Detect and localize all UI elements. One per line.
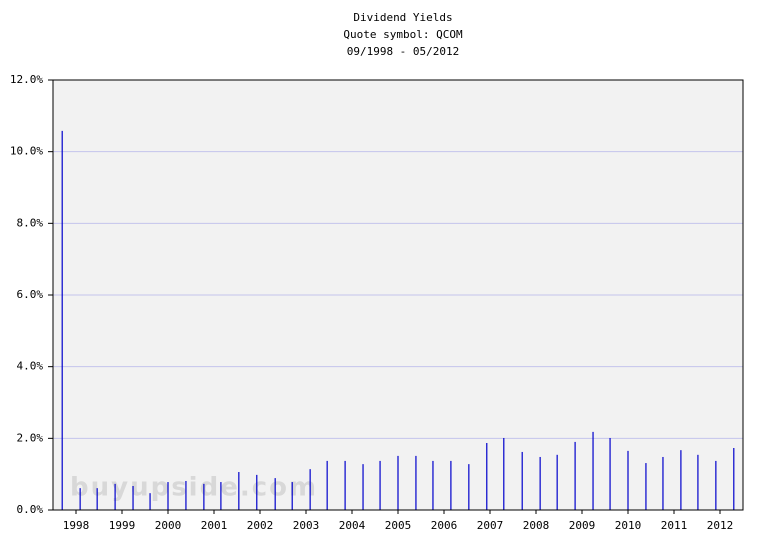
y-tick-label: 10.0% [10, 145, 43, 158]
x-tick-label: 1999 [109, 519, 136, 532]
y-tick-label: 6.0% [17, 288, 44, 301]
y-tick-label: 0.0% [17, 503, 44, 516]
x-tick-label: 2001 [201, 519, 228, 532]
x-tick-label: 2012 [707, 519, 734, 532]
x-tick-label: 2009 [569, 519, 596, 532]
x-tick-label: 2010 [615, 519, 642, 532]
x-tick-label: 2004 [339, 519, 366, 532]
marks [61, 130, 735, 510]
x-tick-label: 1998 [63, 519, 90, 532]
x-tick-label: 2005 [385, 519, 412, 532]
x-tick-label: 2000 [155, 519, 182, 532]
y-tick-label: 8.0% [17, 216, 44, 229]
x-tick-label: 2006 [431, 519, 458, 532]
watermark: buyupside.com [70, 473, 318, 503]
chart-title: Dividend Yields [353, 11, 452, 24]
x-tick-label: 2007 [477, 519, 504, 532]
x-tick-label: 2008 [523, 519, 550, 532]
date-range: 09/1998 - 05/2012 [347, 45, 460, 58]
chart-subtitle: Quote symbol: QCOM [343, 28, 463, 41]
y-tick-label: 2.0% [17, 431, 44, 444]
y-tick-label: 4.0% [17, 360, 44, 373]
x-tick-label: 2003 [293, 519, 320, 532]
y-tick-label: 12.0% [10, 73, 43, 86]
x-tick-label: 2002 [247, 519, 274, 532]
x-tick-label: 2011 [661, 519, 688, 532]
